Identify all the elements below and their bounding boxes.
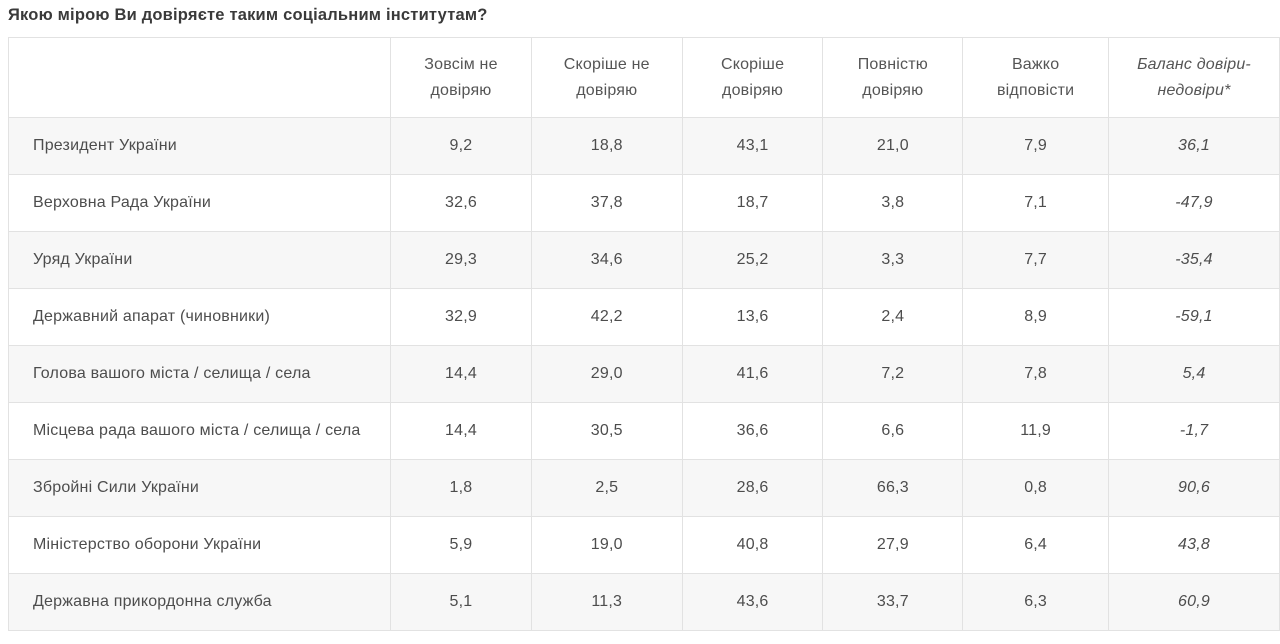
table-row: Уряд України 29,3 34,6 25,2 3,3 7,7 -35,… (7, 231, 1280, 289)
cell-value: 3,3 (822, 231, 964, 289)
row-label: Уряд України (7, 231, 392, 289)
cell-value: 32,9 (390, 288, 532, 346)
table-row: Міністерство оборони України 5,9 19,0 40… (7, 516, 1280, 574)
cell-value: 66,3 (822, 459, 964, 517)
page: Якою мірою Ви довіряєте таким соціальним… (7, 6, 1280, 631)
row-label: Верховна Рада України (7, 174, 392, 232)
cell-value: 5,1 (390, 573, 532, 631)
header-fully-trust: Повністю довіряю (822, 37, 964, 118)
cell-value: 6,6 (822, 402, 964, 460)
cell-value: 13,6 (681, 288, 824, 346)
cell-value: 29,0 (530, 345, 683, 403)
cell-value: 33,7 (822, 573, 964, 631)
cell-value: 32,6 (390, 174, 532, 232)
header-rather-not-trust: Скоріше не довіряю (530, 37, 683, 118)
cell-value: 11,3 (530, 573, 683, 631)
row-label: Голова вашого міста / селища / села (7, 345, 392, 403)
cell-balance: 36,1 (1108, 117, 1280, 175)
cell-balance: -59,1 (1108, 288, 1280, 346)
cell-value: 11,9 (962, 402, 1110, 460)
cell-value: 3,8 (822, 174, 964, 232)
cell-value: 5,9 (390, 516, 532, 574)
table-header-row: Зовсім не довіряю Скоріше не довіряю Ско… (7, 37, 1280, 118)
cell-value: 7,8 (962, 345, 1110, 403)
header-not-trust-at-all: Зовсім не довіряю (390, 37, 532, 118)
table-row: Верховна Рада України 32,6 37,8 18,7 3,8… (7, 174, 1280, 232)
header-hard-to-answer: Важко відповісти (962, 37, 1110, 118)
cell-value: 1,8 (390, 459, 532, 517)
cell-balance: 60,9 (1108, 573, 1280, 631)
cell-value: 7,2 (822, 345, 964, 403)
row-label: Державна прикордонна служба (7, 573, 392, 631)
header-rather-trust: Скоріше довіряю (681, 37, 824, 118)
cell-value: 14,4 (390, 402, 532, 460)
row-label: Збройні Сили України (7, 459, 392, 517)
cell-value: 7,9 (962, 117, 1110, 175)
cell-value: 36,6 (681, 402, 824, 460)
row-label: Місцева рада вашого міста / селища / сел… (7, 402, 392, 460)
cell-value: 2,5 (530, 459, 683, 517)
table-row: Збройні Сили України 1,8 2,5 28,6 66,3 0… (7, 459, 1280, 517)
cell-value: 27,9 (822, 516, 964, 574)
cell-value: 42,2 (530, 288, 683, 346)
cell-balance: -47,9 (1108, 174, 1280, 232)
table-row: Державний апарат (чиновники) 32,9 42,2 1… (7, 288, 1280, 346)
table-body: Президент України 9,2 18,8 43,1 21,0 7,9… (7, 117, 1280, 631)
cell-value: 43,1 (681, 117, 824, 175)
cell-value: 18,8 (530, 117, 683, 175)
row-label: Міністерство оборони України (7, 516, 392, 574)
cell-value: 30,5 (530, 402, 683, 460)
cell-value: 34,6 (530, 231, 683, 289)
cell-value: 18,7 (681, 174, 824, 232)
cell-value: 25,2 (681, 231, 824, 289)
cell-value: 28,6 (681, 459, 824, 517)
cell-value: 7,1 (962, 174, 1110, 232)
cell-value: 29,3 (390, 231, 532, 289)
table-row: Місцева рада вашого міста / селища / сел… (7, 402, 1280, 460)
cell-value: 0,8 (962, 459, 1110, 517)
cell-value: 6,4 (962, 516, 1110, 574)
cell-value: 14,4 (390, 345, 532, 403)
cell-value: 43,6 (681, 573, 824, 631)
cell-balance: 5,4 (1108, 345, 1280, 403)
row-label: Державний апарат (чиновники) (7, 288, 392, 346)
cell-balance: -1,7 (1108, 402, 1280, 460)
table-row: Державна прикордонна служба 5,1 11,3 43,… (7, 573, 1280, 631)
cell-value: 19,0 (530, 516, 683, 574)
table-row: Голова вашого міста / селища / села 14,4… (7, 345, 1280, 403)
cell-value: 21,0 (822, 117, 964, 175)
cell-value: 6,3 (962, 573, 1110, 631)
cell-balance: 43,8 (1108, 516, 1280, 574)
cell-value: 41,6 (681, 345, 824, 403)
header-institution (7, 37, 392, 118)
cell-value: 8,9 (962, 288, 1110, 346)
cell-balance: -35,4 (1108, 231, 1280, 289)
cell-value: 7,7 (962, 231, 1110, 289)
cell-value: 40,8 (681, 516, 824, 574)
header-trust-balance: Баланс довіри-недовіри* (1108, 37, 1280, 118)
trust-table: Зовсім не довіряю Скоріше не довіряю Ско… (7, 37, 1280, 631)
table-header: Зовсім не довіряю Скоріше не довіряю Ско… (7, 37, 1280, 118)
table-row: Президент України 9,2 18,8 43,1 21,0 7,9… (7, 117, 1280, 175)
page-title: Якою мірою Ви довіряєте таким соціальним… (8, 6, 488, 24)
cell-value: 37,8 (530, 174, 683, 232)
cell-value: 9,2 (390, 117, 532, 175)
cell-balance: 90,6 (1108, 459, 1280, 517)
cell-value: 2,4 (822, 288, 964, 346)
row-label: Президент України (7, 117, 392, 175)
